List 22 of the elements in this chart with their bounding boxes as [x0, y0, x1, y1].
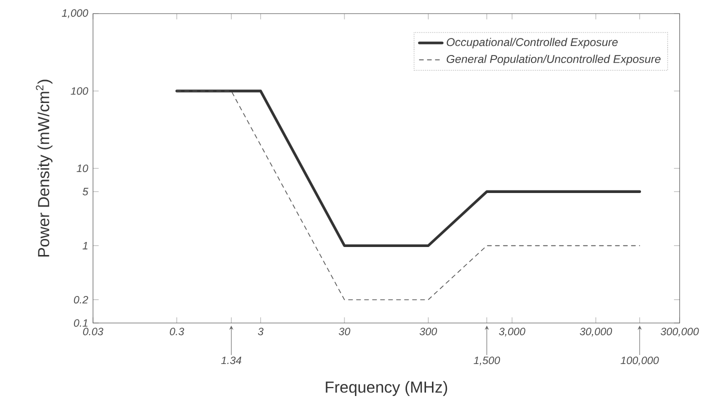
y-axis-title: Power Density (mW/cm$^{2}$): [36, 80, 52, 257]
ref-line-label: 1,500: [474, 356, 500, 366]
ref-line-label: 1.34: [221, 356, 242, 364]
y-tick-label: 1: [82, 242, 88, 250]
y-tick-label: 1,000: [62, 9, 88, 18]
y-tick-label: 5: [82, 188, 88, 196]
x-tick-label: 30: [338, 328, 350, 336]
y-tick-label: 0.1: [74, 319, 88, 327]
x-tick-label: 0.3: [170, 328, 184, 336]
legend-label: Occupational/Controlled Exposure: [446, 38, 618, 48]
x-axis-title: Frequency (MHz): [326, 381, 448, 396]
y-tick-label: 10: [76, 164, 88, 172]
x-tick-label: 0.03: [83, 328, 104, 336]
y-tick-label: 100: [70, 87, 88, 95]
x-tick-label: 30,000: [580, 328, 612, 337]
x-tick-label: 3,000: [498, 328, 526, 337]
legend-label: General Population/Uncontrolled Exposure: [446, 54, 661, 66]
x-tick-label: 300,000: [660, 328, 699, 337]
ref-line-label: 100,000: [620, 356, 659, 366]
x-tick-label: 300: [420, 328, 438, 336]
y-tick-label: 0.2: [74, 296, 88, 304]
x-tick-label: 3: [258, 328, 264, 336]
